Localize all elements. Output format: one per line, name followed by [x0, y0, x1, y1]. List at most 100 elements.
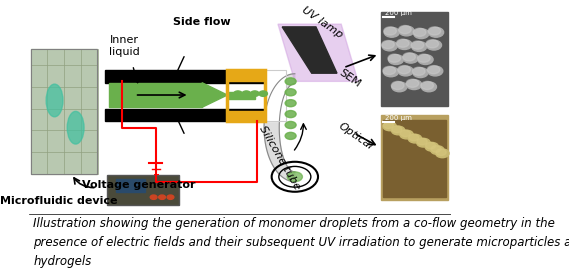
Circle shape: [259, 91, 267, 96]
FancyBboxPatch shape: [107, 175, 179, 205]
Circle shape: [408, 134, 422, 143]
Bar: [116, 179, 145, 192]
Bar: [105, 71, 265, 83]
Ellipse shape: [46, 84, 63, 117]
Circle shape: [411, 41, 424, 49]
Circle shape: [399, 26, 414, 36]
Bar: [381, 12, 448, 106]
Circle shape: [242, 91, 250, 96]
Circle shape: [285, 121, 296, 129]
Circle shape: [431, 146, 444, 154]
Text: presence of electric fields and their subsequent UV irradiation to generate micr: presence of electric fields and their su…: [34, 236, 569, 249]
Circle shape: [406, 80, 422, 90]
Circle shape: [400, 130, 410, 137]
Circle shape: [383, 122, 397, 131]
Circle shape: [397, 39, 409, 47]
Circle shape: [285, 100, 296, 107]
Circle shape: [417, 138, 430, 147]
Bar: [31, 49, 97, 174]
Circle shape: [413, 28, 426, 37]
Circle shape: [384, 27, 397, 35]
Circle shape: [159, 195, 166, 199]
Circle shape: [427, 66, 440, 74]
Circle shape: [436, 149, 446, 155]
Circle shape: [389, 55, 403, 64]
Circle shape: [285, 132, 296, 140]
Text: 200 μm: 200 μm: [385, 10, 411, 16]
Text: Voltage generator: Voltage generator: [82, 180, 196, 190]
Circle shape: [388, 54, 401, 62]
Circle shape: [425, 143, 439, 151]
Circle shape: [398, 25, 411, 34]
Bar: [265, 71, 286, 121]
Circle shape: [436, 149, 449, 158]
Circle shape: [406, 79, 419, 87]
Circle shape: [411, 42, 427, 51]
Bar: [228, 92, 255, 99]
Text: UV lamp: UV lamp: [300, 5, 344, 40]
Text: hydrogels: hydrogels: [34, 255, 92, 268]
Text: SEM: SEM: [337, 68, 362, 90]
Polygon shape: [202, 83, 228, 107]
Bar: [228, 71, 265, 81]
Circle shape: [418, 54, 430, 62]
Text: Microfluidic device: Microfluidic device: [0, 196, 118, 206]
Circle shape: [383, 66, 395, 74]
Circle shape: [150, 195, 157, 199]
Bar: [31, 49, 97, 174]
Circle shape: [234, 91, 242, 96]
Circle shape: [428, 27, 440, 35]
Circle shape: [426, 40, 439, 48]
Circle shape: [426, 143, 436, 149]
Text: Silicone tube: Silicone tube: [258, 124, 303, 191]
Circle shape: [384, 122, 394, 129]
Circle shape: [285, 89, 296, 96]
Bar: [381, 116, 448, 200]
Circle shape: [285, 78, 296, 85]
Circle shape: [382, 40, 394, 49]
Circle shape: [428, 66, 443, 76]
Circle shape: [409, 134, 419, 141]
Circle shape: [397, 40, 412, 49]
Circle shape: [384, 27, 399, 37]
Circle shape: [398, 66, 413, 76]
Circle shape: [285, 110, 296, 118]
Circle shape: [428, 27, 444, 37]
Text: Side flow: Side flow: [174, 17, 231, 27]
Text: Optical: Optical: [337, 121, 375, 151]
Circle shape: [400, 130, 413, 139]
Circle shape: [392, 82, 407, 92]
Circle shape: [403, 53, 415, 61]
Circle shape: [403, 53, 418, 63]
Bar: [109, 83, 202, 107]
Circle shape: [167, 195, 174, 199]
Circle shape: [382, 41, 397, 51]
Circle shape: [414, 29, 429, 39]
Circle shape: [413, 68, 428, 78]
Circle shape: [431, 146, 441, 152]
Circle shape: [418, 55, 433, 64]
Circle shape: [421, 81, 434, 90]
Ellipse shape: [67, 111, 84, 144]
Circle shape: [392, 126, 402, 133]
Polygon shape: [264, 74, 295, 182]
Bar: [384, 119, 446, 197]
Circle shape: [417, 138, 427, 145]
Circle shape: [391, 126, 405, 135]
Circle shape: [398, 66, 410, 74]
Circle shape: [384, 67, 398, 77]
Bar: [105, 109, 265, 121]
Circle shape: [426, 40, 442, 50]
Circle shape: [421, 82, 436, 92]
Text: Illustration showing the generation of monomer droplets from a co-flow geometry : Illustration showing the generation of m…: [34, 217, 555, 230]
Circle shape: [391, 81, 404, 90]
Circle shape: [413, 67, 425, 75]
Bar: [265, 71, 286, 121]
Polygon shape: [282, 27, 337, 73]
Text: Inner
liquid: Inner liquid: [109, 35, 139, 57]
Polygon shape: [278, 24, 358, 81]
Bar: [228, 111, 265, 121]
Text: 200 μm: 200 μm: [385, 115, 411, 121]
Circle shape: [287, 172, 302, 182]
Circle shape: [250, 91, 259, 96]
